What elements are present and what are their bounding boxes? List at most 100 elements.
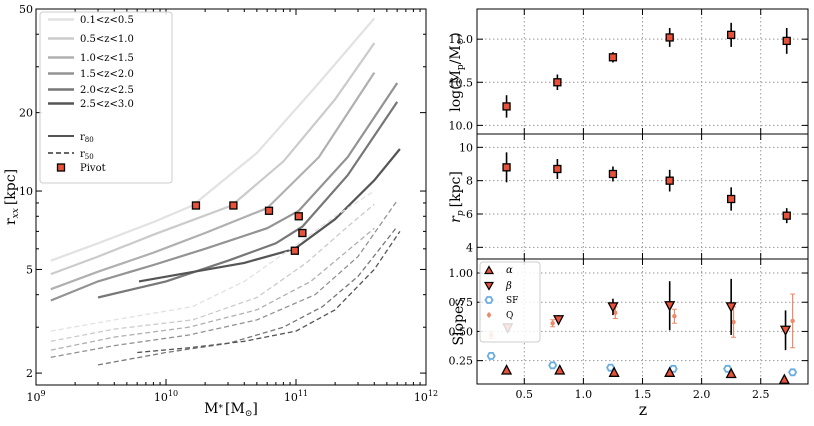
left-x-tick-label-1: 1010: [154, 389, 178, 404]
legend-label-r80: r80: [80, 132, 94, 144]
slope-q-point-2: [613, 310, 618, 315]
left-series-line-3: [50, 82, 399, 302]
R1-ticks-y-tick-label-2: 11.0: [449, 33, 474, 46]
right-middle-points: [502, 152, 791, 224]
legend-beta-marker: [483, 281, 495, 291]
right-bottom-ticks: 0.25 0.50 0.75 1.00 0.5 1.0 1.5 2.0 2.5: [449, 259, 808, 401]
left-axis-ticks: 109 1010 1011 1012 2 5 10 20 50: [19, 3, 438, 404]
left-x-tick-label-2: 1011: [284, 389, 308, 404]
left-x-tick-label-3: 1012: [414, 389, 438, 404]
right-bottom-points: [486, 278, 798, 384]
legend-alpha-marker: [483, 265, 495, 275]
right-middle-y-axis-label: rp[kpc]: [448, 171, 466, 223]
legend-label-z5: 2.0<z<2.5: [80, 85, 134, 96]
left-pivot-marker-0: [191, 201, 201, 210]
legend-sf-label: SF: [506, 296, 518, 306]
right-middle-panel-pivot-radius: 4 6 8 10 rp[kpc]: [448, 133, 809, 260]
left-pivot-marker-4: [298, 228, 307, 238]
slope-alpha-point-4: [725, 367, 737, 379]
left-y-tick-label-4: 50: [19, 3, 33, 16]
slope-q-point-1: [550, 321, 555, 326]
left-series-line-6: [50, 190, 375, 332]
left-pivot-marker-2: [264, 206, 274, 215]
R1-ticks-y-tick-label-1: 10.5: [449, 76, 474, 89]
R2-ticks-y-tick-label-3: 10: [459, 141, 473, 154]
R2-ticks-y-tick-label-1: 6: [466, 208, 473, 221]
R3-ticks-y-tick-label-1: 0.50: [449, 325, 474, 338]
left-y-tick-label-2: 10: [19, 185, 33, 198]
left-series-line-2: [50, 71, 376, 291]
R3-ticks-x-tick-label-0: 0.5: [516, 388, 534, 401]
left-series-line-11: [137, 231, 401, 354]
legend-label-z2: 0.5<z<1.0: [80, 34, 134, 45]
left-panel-size-mass: 109 1010 1011 1012 2 5 10 20 50 0.1<z<0.5 0.5<z<…: [3, 3, 438, 419]
slope-beta-point-2: [607, 302, 619, 313]
R2-points-point-3: [665, 176, 674, 185]
R3-ticks-x-tick-label-1: 1.0: [575, 388, 593, 401]
R3-ticks-x-tick-label-2: 1.5: [634, 388, 652, 401]
legend-label-r50: r50: [80, 149, 94, 161]
R1-points-point-1: [553, 78, 562, 87]
R3-ticks-x-tick-label-3: 2.0: [693, 388, 711, 401]
R2-points-point-5: [782, 211, 791, 220]
legend-beta-label: β: [505, 281, 512, 292]
right-top-y-axis-label: log(Mp/M⊙): [448, 32, 466, 112]
left-legend-box: [39, 11, 173, 184]
slope-sf-point-5: [788, 368, 798, 377]
left-y-axis-label: rxx[kpc]: [3, 169, 21, 225]
left-y-tick-label-1: 5: [26, 263, 33, 276]
legend-label-z4: 1.5<z<2.0: [80, 69, 134, 80]
legend-label-z6: 2.5<z<3.0: [80, 99, 134, 110]
left-pivot-marker-5: [290, 246, 300, 255]
left-series-line-7: [50, 203, 375, 342]
legend-label-z3: 1.0<z<1.5: [80, 53, 134, 64]
slope-sf-point-1: [548, 361, 558, 370]
right-top-panel-pivot-mass: 10.0 10.5 11.0 log(Mp/M⊙): [448, 8, 809, 135]
R2-ticks-y-tick-label-0: 4: [466, 241, 473, 254]
slope-alpha-point-1: [554, 364, 566, 375]
left-series-line-4: [97, 101, 399, 299]
left-pivot-marker-1: [229, 201, 238, 210]
slope-alpha-point-2: [608, 366, 620, 377]
slope-q-point-3: [672, 314, 677, 319]
right-bottom-y-axis-label: Slopes: [451, 299, 467, 346]
legend-alpha-label: α: [506, 265, 513, 276]
left-pivot-marker-3: [294, 212, 303, 221]
left-pivot-markers: [191, 201, 307, 255]
R3-ticks-y-tick-label-3: 1.00: [449, 267, 474, 280]
R3-ticks-x-tick-label-4: 2.5: [752, 388, 770, 401]
right-bottom-panel-slopes: 0.25 0.50 0.75 1.00 0.5 1.0 1.5 2.0 2.5 α β SF Q…: [449, 258, 809, 419]
left-series-line-8: [50, 227, 375, 351]
R2-ticks-y-tick-label-2: 8: [466, 175, 473, 188]
slope-beta-point-4: [725, 302, 737, 313]
right-top-points: [502, 22, 791, 118]
left-x-tick-label-0: 109: [26, 389, 45, 404]
right-middle-ticks: 4 6 8 10: [459, 134, 808, 259]
R1-points-point-4: [727, 30, 736, 40]
right-top-grid: [477, 9, 808, 134]
slope-q-point-4: [731, 319, 736, 325]
right-middle-grid: [477, 134, 808, 259]
legend-q-label: Q: [506, 311, 513, 321]
R1-points-point-0: [502, 102, 511, 111]
R3-ticks-y-tick-label-0: 0.25: [449, 355, 474, 368]
right-top-ticks: 10.0 10.5 11.0: [449, 9, 808, 134]
left-series-line-9: [50, 200, 398, 358]
legend-pivot-marker: [56, 163, 66, 172]
left-y-tick-label-3: 20: [19, 107, 33, 120]
slope-alpha-point-3: [664, 366, 676, 377]
left-y-tick-label-0: 2: [26, 367, 33, 380]
R3-ticks-y-tick-label-2: 0.75: [449, 296, 474, 309]
slope-alpha-point-5: [778, 373, 790, 384]
left-series-line-10: [97, 226, 398, 366]
R2-points-point-2: [608, 169, 618, 179]
right-bottom-frame: [476, 258, 809, 385]
right-x-axis-label: z: [639, 400, 647, 419]
right-bottom-legend: α β SF Q: [479, 261, 541, 343]
R2-points-point-0: [502, 163, 511, 172]
right-bottom-legend-box: [479, 261, 541, 343]
R2-points-point-4: [727, 194, 736, 204]
slope-beta-point-1: [552, 315, 565, 326]
slope-sf-point-0: [486, 351, 496, 360]
